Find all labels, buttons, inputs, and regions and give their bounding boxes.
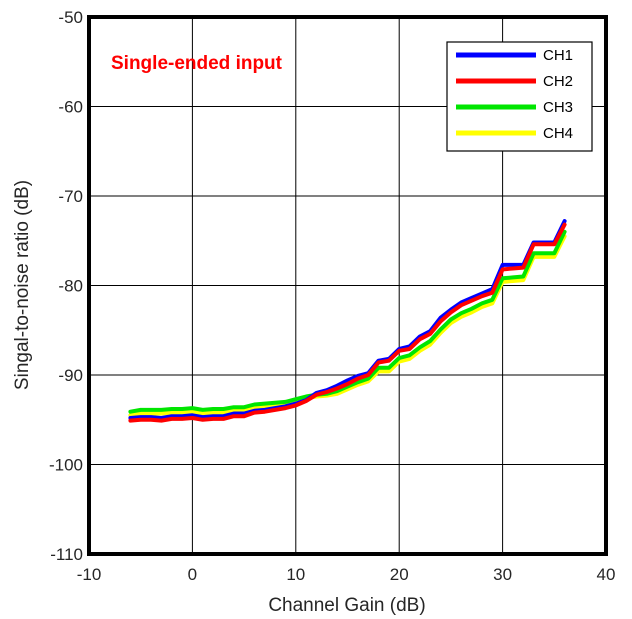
- x-axis-label: Channel Gain (dB): [268, 595, 425, 616]
- x-tick-label: 10: [286, 565, 305, 584]
- legend: CH1 CH2 CH3 CH4: [446, 41, 593, 152]
- y-axis-label: Singal-to-noise ratio (dB): [12, 180, 33, 390]
- y-tick-label: -50: [58, 8, 83, 27]
- plot-frame: [87, 15, 608, 556]
- y-tick-label: -70: [58, 187, 83, 206]
- legend-label-ch4: CH4: [543, 125, 573, 142]
- y-tick-label: -80: [58, 277, 83, 296]
- y-tick-labels: -110 -100 -90 -80 -70 -60 -50: [49, 8, 83, 564]
- x-tick-label: 40: [597, 565, 616, 584]
- y-tick-label: -60: [58, 98, 83, 117]
- series-line-ch2: [128, 222, 567, 423]
- x-tick-label: -10: [77, 565, 102, 584]
- legend-items: CH1 CH2 CH3 CH4: [456, 47, 573, 142]
- legend-label-ch2: CH2: [543, 73, 573, 90]
- y-tick-label: -100: [49, 456, 83, 475]
- x-tick-labels: -10 0 10 20 30 40: [77, 565, 616, 584]
- y-tick-label: -110: [50, 545, 83, 564]
- annotation-single-ended-input: Single-ended input: [111, 53, 283, 74]
- series-line-ch3: [128, 229, 567, 414]
- x-tick-label: 30: [493, 565, 512, 584]
- legend-label-ch3: CH3: [543, 99, 573, 116]
- x-tick-label: 20: [390, 565, 409, 584]
- series-line-ch4: [128, 234, 567, 418]
- x-tick-label: 0: [188, 565, 197, 584]
- series-lines: [128, 219, 567, 423]
- legend-label-ch1: CH1: [543, 47, 573, 64]
- y-tick-label: -90: [58, 366, 83, 385]
